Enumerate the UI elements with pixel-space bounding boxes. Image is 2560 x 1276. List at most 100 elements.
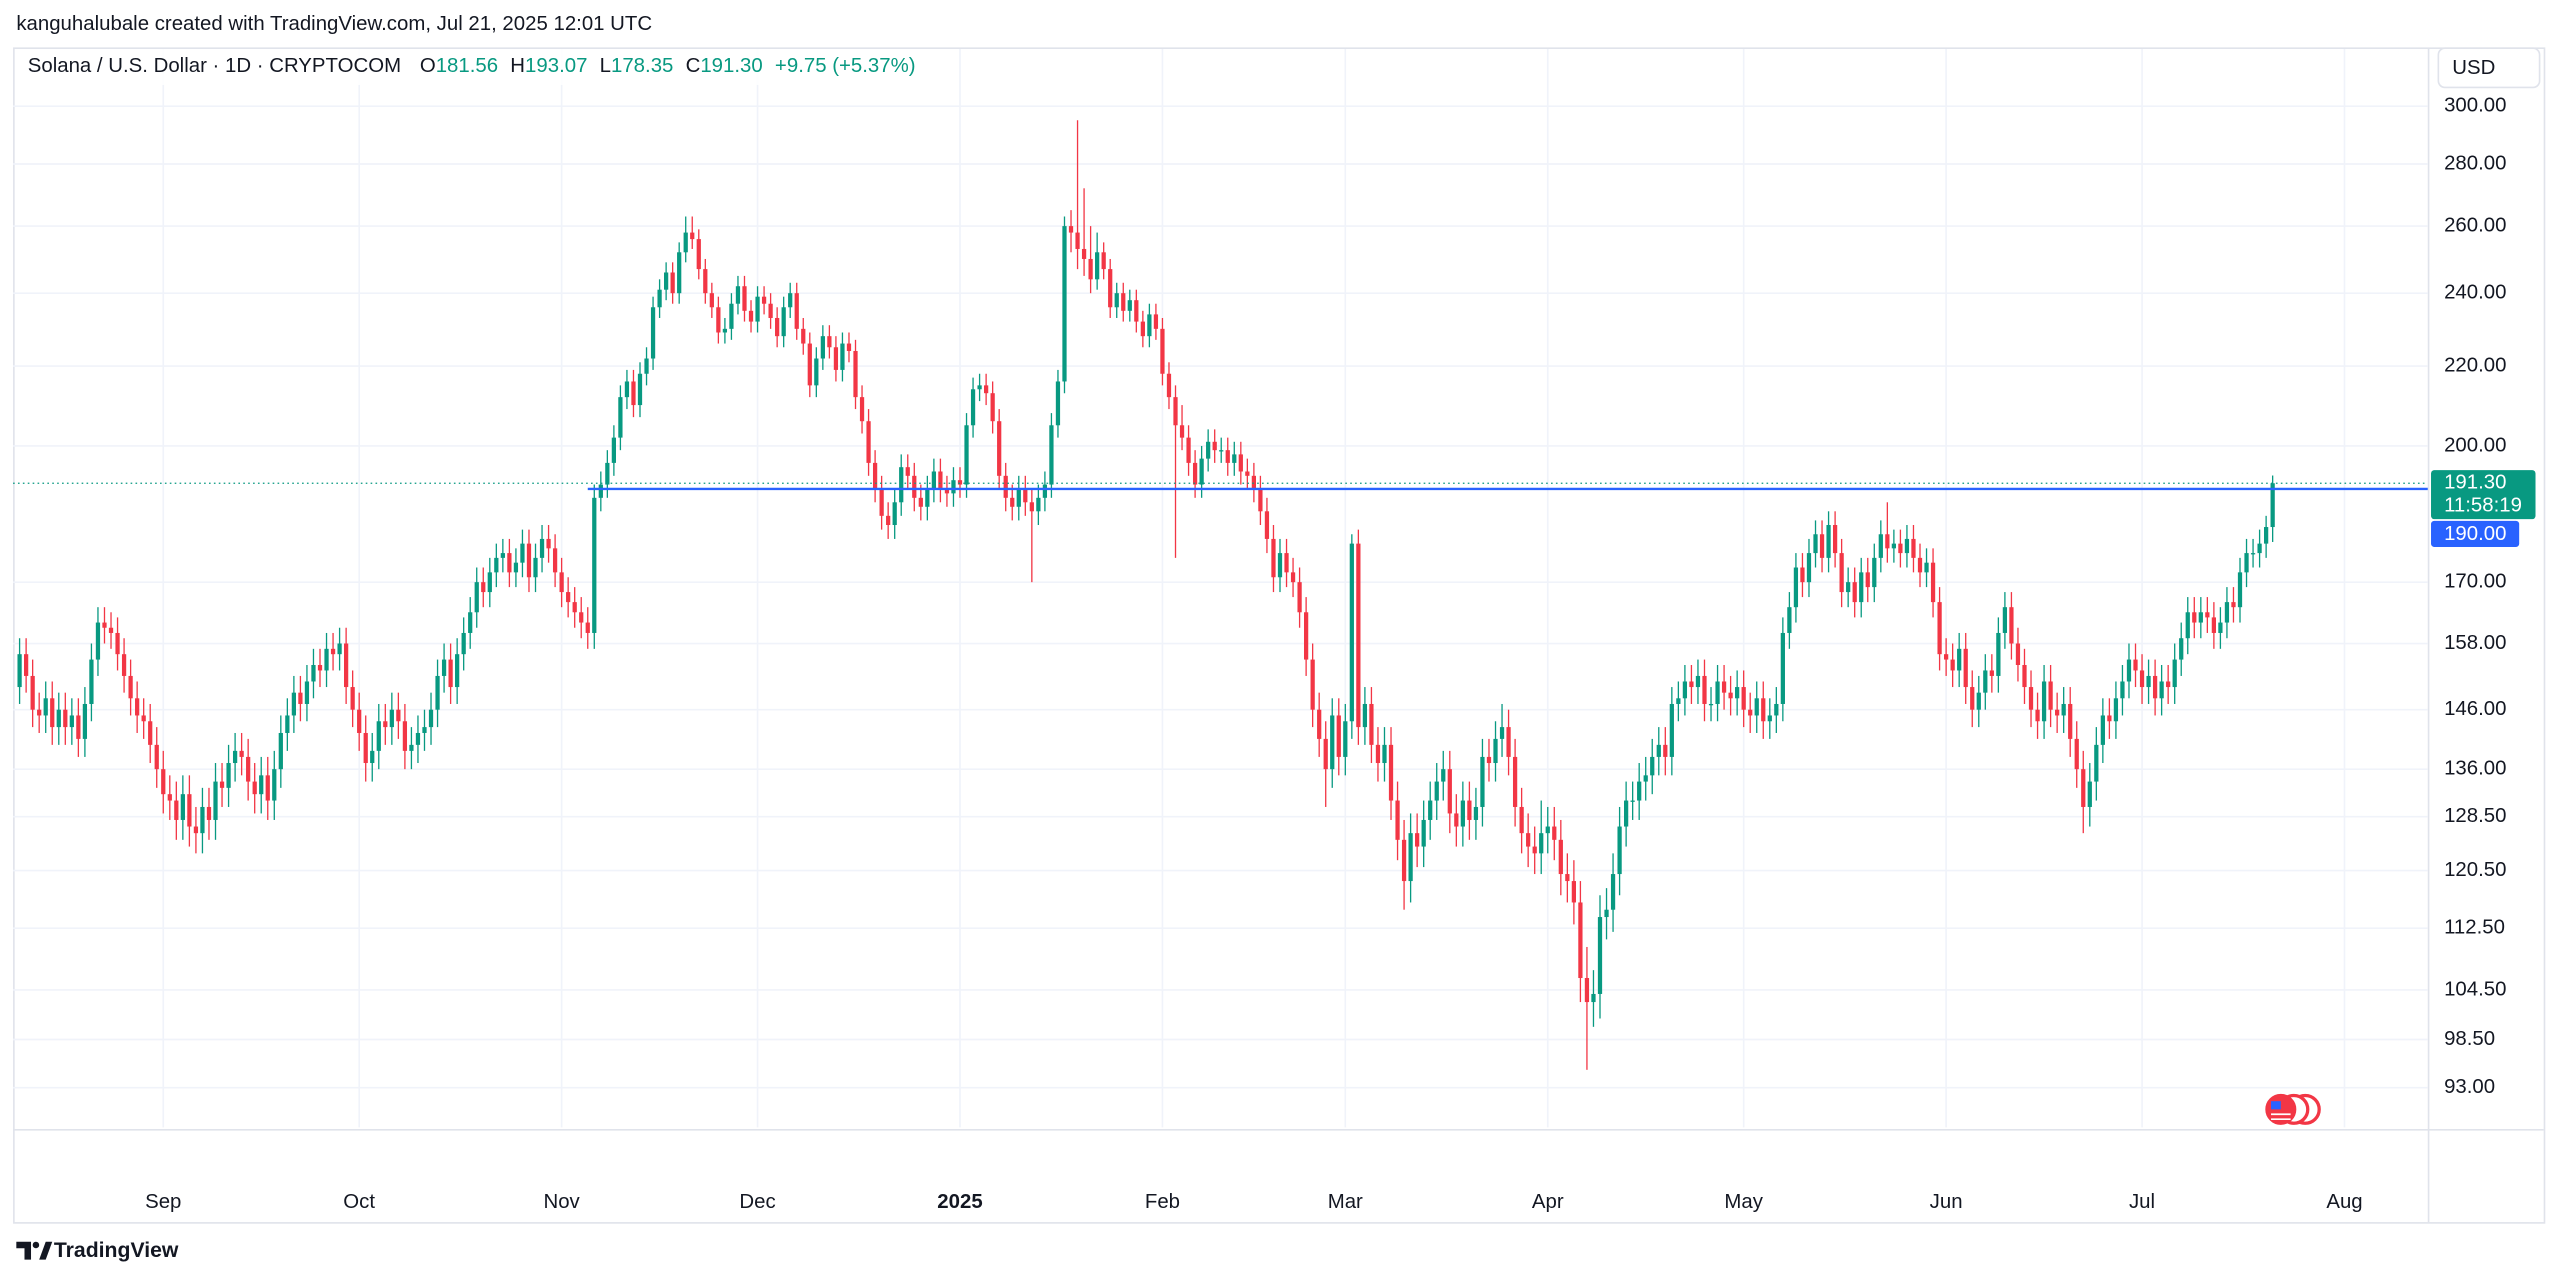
candle-body [944, 488, 950, 494]
candle-body [148, 721, 153, 745]
legend-background [16, 49, 898, 85]
candle-body [1519, 806, 1524, 834]
candle-body [964, 425, 969, 485]
candle-body [1878, 534, 1883, 558]
candle-body [1382, 744, 1387, 764]
candle-body [690, 232, 695, 240]
legend: Solana / U.S. Dollar · 1D · CRYPTOCOM O1… [28, 55, 916, 77]
candle-body [2002, 607, 2008, 633]
y-tick-label: 128.50 [2444, 805, 2506, 827]
y-tick-label: 146.00 [2444, 698, 2506, 720]
candle-body [931, 471, 936, 489]
candle-body [1695, 675, 1701, 688]
candle-body [768, 303, 773, 318]
candle-body [1088, 258, 1093, 280]
candle-body [703, 269, 708, 294]
candle-body [363, 732, 368, 764]
candle-body [272, 769, 277, 801]
currency[interactable]: USD [2452, 57, 2495, 79]
candle-body [461, 632, 466, 655]
x-tick-label: 2025 [937, 1191, 982, 1213]
candle-body [2015, 643, 2021, 665]
candle-body [1480, 756, 1485, 807]
candle-body [239, 750, 244, 757]
candle-body [1591, 993, 1596, 1003]
candle-body [2048, 681, 2053, 710]
candle-body [1761, 698, 1766, 722]
candle-body [1950, 659, 1955, 671]
candle-body [2159, 681, 2164, 699]
candle-body [2231, 602, 2236, 608]
candle-body [1166, 373, 1172, 398]
candle-body [1885, 534, 1890, 549]
candle-body [1160, 328, 1165, 374]
y-tick-label: 170.00 [2444, 571, 2506, 593]
countdown: 11:58:19 [2444, 494, 2522, 516]
candle-body [827, 336, 832, 348]
candle-body [1558, 839, 1563, 875]
candle-body [761, 296, 767, 304]
candle-body [330, 648, 336, 655]
candle-body [1454, 813, 1459, 827]
candle-body [441, 659, 447, 676]
candle-body [409, 744, 414, 751]
candle-body [735, 286, 741, 304]
currency-button[interactable] [2437, 47, 2541, 89]
candle-body [598, 484, 603, 498]
candle-body [1904, 538, 1910, 554]
candle-body [1153, 314, 1159, 329]
candle-body [879, 488, 884, 516]
candle-body [696, 239, 701, 270]
candle-body [552, 548, 558, 573]
candle-body [1806, 553, 1812, 583]
candle-body [1617, 826, 1622, 875]
candle-body [1924, 562, 1929, 573]
candle-body [2094, 744, 2099, 782]
candle-body [1512, 756, 1518, 807]
candle-body [1304, 612, 1309, 660]
candle-body [1258, 488, 1263, 512]
candle-body [494, 557, 499, 573]
candle-body [814, 358, 819, 386]
candle-body [1127, 300, 1132, 311]
candle-body [337, 643, 342, 655]
candle-body [1957, 648, 1962, 671]
candle-body [1356, 543, 1361, 728]
candle-body [1486, 756, 1492, 764]
candle-body [2107, 715, 2112, 722]
candle-body [1846, 582, 1851, 593]
candle-body [1917, 557, 1923, 573]
candle-body [1081, 248, 1087, 259]
candle-body [1114, 293, 1119, 308]
candle-body [657, 289, 662, 308]
candle-body [1970, 687, 1975, 710]
candle-body [265, 775, 270, 801]
candle-body [1264, 511, 1270, 539]
candle-body [396, 709, 401, 722]
candle-body [1721, 681, 1727, 693]
candle-body [951, 480, 956, 494]
candle-body [383, 721, 388, 728]
candle-body [1029, 502, 1034, 512]
candle-body [2081, 769, 2086, 807]
candle-body [1284, 553, 1289, 573]
candle-body [193, 826, 199, 834]
candle-body [755, 296, 760, 322]
y-tick-label: 120.50 [2444, 859, 2506, 881]
candle-body [2146, 675, 2151, 688]
candle-body [664, 272, 669, 290]
candle-body [278, 732, 283, 770]
candle-body [252, 781, 257, 795]
candle-body [1310, 659, 1315, 710]
candle-body [1369, 703, 1374, 745]
candle-body [2126, 659, 2132, 682]
x-tick-label: Oct [343, 1191, 375, 1213]
legend-open-label: O [420, 55, 436, 77]
y-tick-label: 98.50 [2444, 1028, 2495, 1050]
y-tick-label: 136.00 [2444, 758, 2506, 780]
candle-body [1179, 425, 1185, 438]
candle-body [1774, 703, 1779, 716]
candle-body [566, 592, 571, 603]
candle-body [1787, 607, 1792, 633]
